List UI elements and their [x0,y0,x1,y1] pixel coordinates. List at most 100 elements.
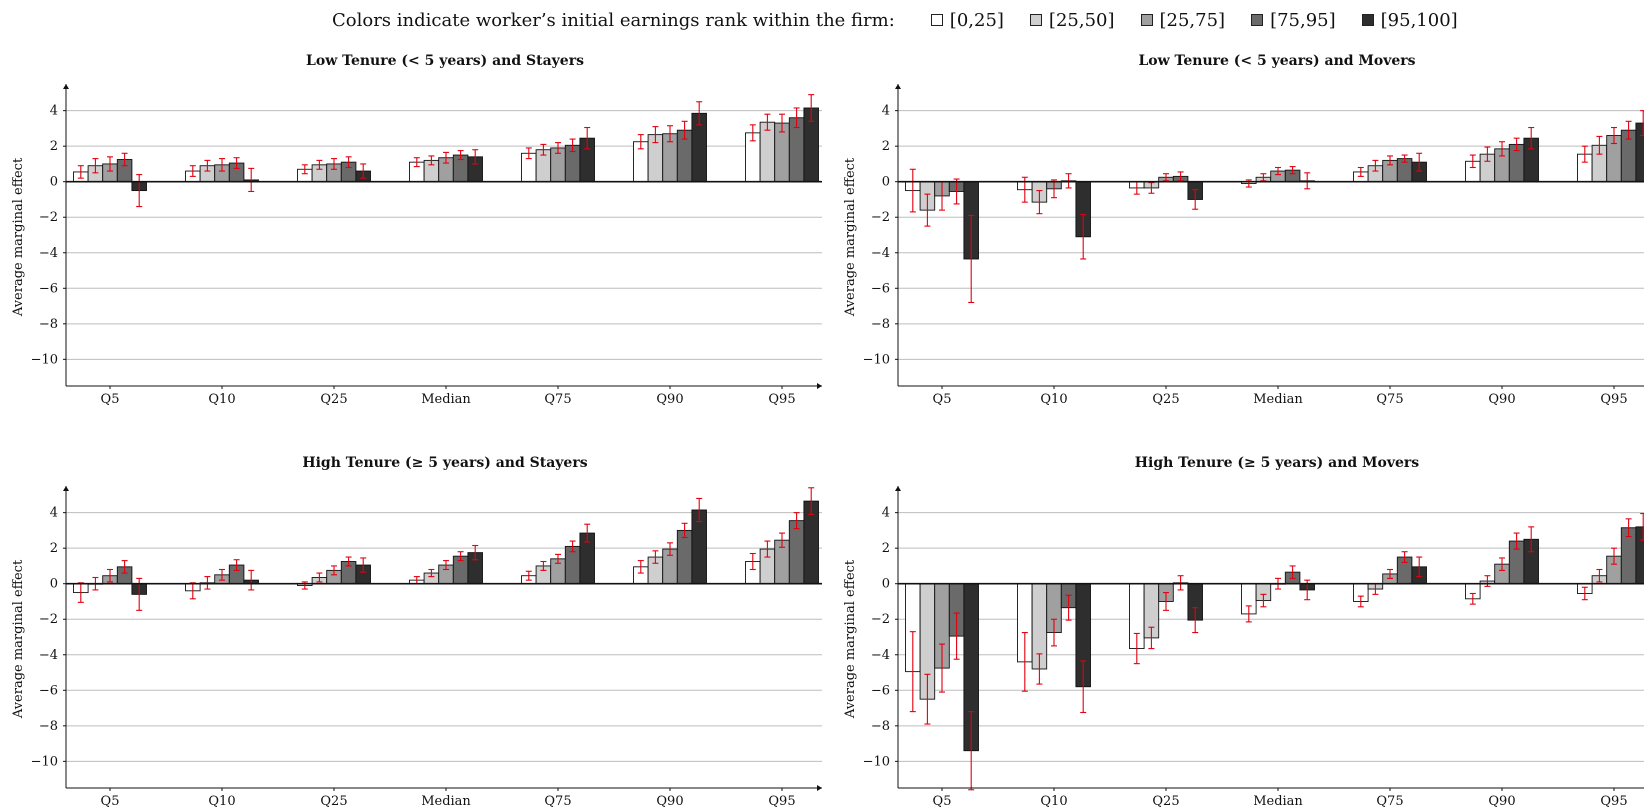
error-bar [696,101,703,126]
x-tick-label: Median [421,392,471,407]
x-tick-label: Q25 [320,392,347,407]
legend-item-0: [0,25] [930,10,1004,31]
error-bar [233,157,240,169]
y-axis-label: Average marginal effect [11,559,26,719]
x-axis-arrow [817,785,822,791]
error-bar [924,193,931,227]
y-tick-label: −10 [31,754,58,769]
error-bar [316,572,323,583]
y-tick-label: −6 [871,683,890,698]
error-bar [331,158,337,170]
error-bar [681,120,688,140]
error-bar [331,565,337,576]
error-bar [1304,172,1311,190]
error-bar [764,113,771,131]
error-bar [248,569,255,591]
error-bar [428,155,435,166]
x-tick-label: Q75 [544,794,571,809]
y-tick-label: 0 [882,577,890,592]
error-bar [637,560,644,574]
error-bar [909,168,916,213]
y-tick-label: 0 [50,577,58,592]
x-tick-label: Q25 [1152,392,1179,407]
error-bar [808,94,815,122]
error-bar [443,560,449,571]
legend-swatch-0 [930,14,943,26]
error-bar [1177,575,1184,591]
error-bar [1416,152,1423,172]
error-bar [1401,154,1408,163]
y-tick-label: 4 [50,506,58,521]
x-tick-label: Q90 [656,794,683,809]
x-tick-label: Q5 [101,392,120,407]
error-bar [953,178,960,205]
error-bar [1133,632,1140,665]
error-bar [1596,135,1603,155]
legend-label-4: [95,100] [1380,9,1458,31]
x-tick-label: Q95 [768,392,795,407]
error-bar [584,126,591,150]
y-tick-label: −8 [39,317,58,332]
error-bar [939,643,945,693]
legend: Colors indicate worker’s initial earning… [0,6,1644,34]
error-bar [1596,568,1603,583]
error-bar [1372,159,1379,172]
y-tick-label: −8 [871,317,890,332]
legend-item-1: [25,50] [1029,10,1115,31]
y-axis-label: Average marginal effect [843,559,858,719]
error-bar [525,147,532,160]
error-bar [968,711,975,791]
error-bar [953,612,960,660]
error-bar [1260,173,1267,182]
y-tick-label: −2 [871,612,890,627]
error-bar [1036,190,1043,215]
y-tick-label: −6 [39,683,58,698]
error-bar [1289,166,1296,175]
x-tick-label: Q10 [208,794,235,809]
x-tick-label: Q10 [1040,794,1067,809]
error-bar [189,582,196,600]
error-bar [1611,126,1617,145]
chart-panel-1: Low Tenure (< 5 years) and Movers 4 2 0 −2 −4… [843,53,1644,407]
legend-swatch-4 [1361,14,1374,26]
error-bar [667,125,673,143]
error-bar [92,158,99,174]
bar [676,529,693,585]
error-bar [681,522,688,539]
y-tick-label: 2 [882,541,890,556]
error-bar [345,556,352,567]
error-bar [555,553,561,564]
x-tick-label: Q25 [320,794,347,809]
error-bar [1051,179,1057,199]
y-tick-label: −4 [39,648,58,663]
error-bar [121,560,128,574]
error-bar [696,497,703,523]
bar [759,121,776,183]
error-bar [1192,607,1199,634]
legend-item-2: [25,75] [1140,9,1226,31]
legend-label-2: [25,75] [1159,9,1226,31]
x-tick-label: Q5 [933,392,952,407]
y-tick-label: −6 [871,281,890,296]
error-bar [1387,568,1393,579]
y-tick-label: −2 [871,210,890,225]
error-bar [233,559,240,571]
x-tick-label: Q10 [208,392,235,407]
error-bar [121,152,128,167]
error-bar [428,568,435,578]
error-bar [1513,532,1520,550]
x-tick-label: Q75 [1376,392,1403,407]
legend-swatch-2 [1140,14,1153,26]
y-tick-label: −2 [39,210,58,225]
error-bar [360,163,367,179]
x-tick-label: Q95 [1600,794,1627,809]
error-bar [1513,137,1520,152]
y-tick-label: 4 [882,104,890,119]
error-bar [316,159,323,170]
x-tick-label: Q95 [1600,392,1627,407]
error-bar [472,544,479,561]
error-bar [1581,145,1588,163]
error-bar [525,570,532,581]
y-tick-label: −4 [871,648,890,663]
y-tick-label: 0 [882,175,890,190]
